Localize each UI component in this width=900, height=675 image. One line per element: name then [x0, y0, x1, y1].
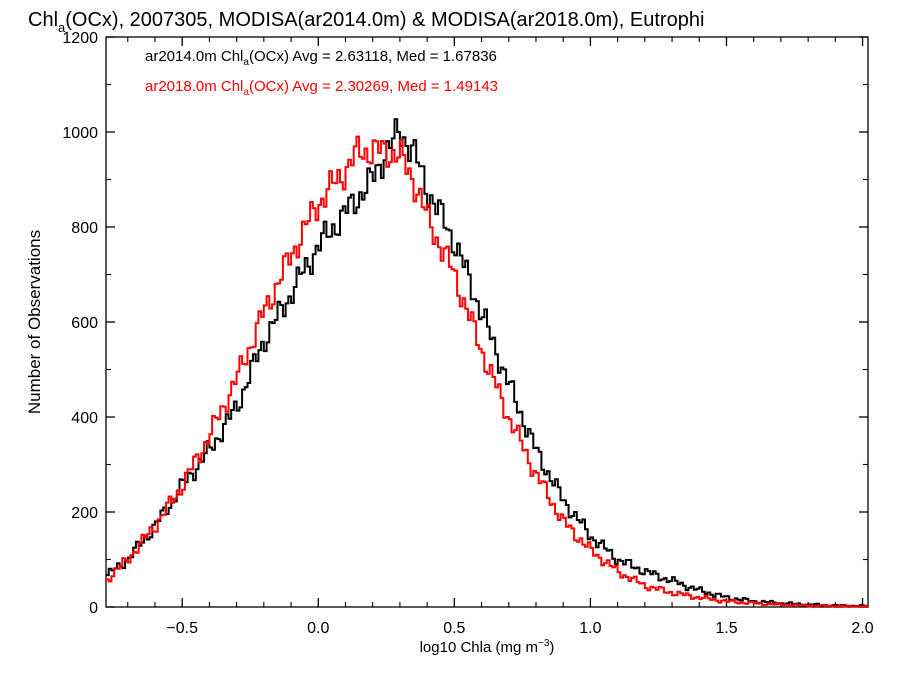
legend: ar2014.0m Chla(OCx) Avg = 2.63118, Med =…: [145, 48, 498, 98]
x-axis-label: log10 Chla (mg m−3): [420, 638, 555, 656]
y-tick-label: 1200: [62, 30, 98, 47]
chart-title: Chla(OCx), 2007305, MODISA(ar2014.0m) & …: [28, 9, 704, 35]
x-tick-label: 1.5: [715, 620, 737, 637]
legend-entry-ar2018: ar2018.0m Chla(OCx) Avg = 2.30269, Med =…: [145, 78, 498, 98]
title-subscript: a: [58, 20, 66, 35]
y-tick-label: 400: [71, 410, 98, 427]
x-tick-label: 2.0: [851, 620, 873, 637]
x-tick-label: 1.0: [579, 620, 601, 637]
x-tick-label: 0.0: [307, 620, 329, 637]
x-tick-label: 0.5: [443, 620, 465, 637]
y-tick-label: 1000: [62, 125, 98, 142]
y-tick-label: 0: [89, 600, 98, 617]
series-line-ar2014: [106, 118, 868, 608]
y-tick-label: 800: [71, 220, 98, 237]
y-axis-label: Number of Observations: [25, 230, 44, 414]
y-axis-ticks: 0 200 400 600 800 1000 1200: [62, 30, 868, 617]
legend-entry-ar2014: ar2014.0m Chla(OCx) Avg = 2.63118, Med =…: [145, 48, 497, 68]
series-line-ar2018: [106, 135, 868, 608]
xlabel-main: log10 Chla (mg m: [420, 639, 538, 656]
x-axis-ticks: −0.5 0.0 0.5 1.0 1.5 2.0: [127, 37, 874, 637]
title-rest: (OCx), 2007305, MODISA(ar2014.0m) & MODI…: [65, 9, 704, 31]
y-tick-label: 600: [71, 315, 98, 332]
title-main: Chl: [28, 9, 58, 31]
xlabel-superscript: −3: [538, 638, 550, 649]
series-layer: [106, 118, 868, 608]
x-tick-label: −0.5: [166, 620, 198, 637]
y-tick-label: 200: [71, 505, 98, 522]
xlabel-end: ): [549, 639, 554, 656]
